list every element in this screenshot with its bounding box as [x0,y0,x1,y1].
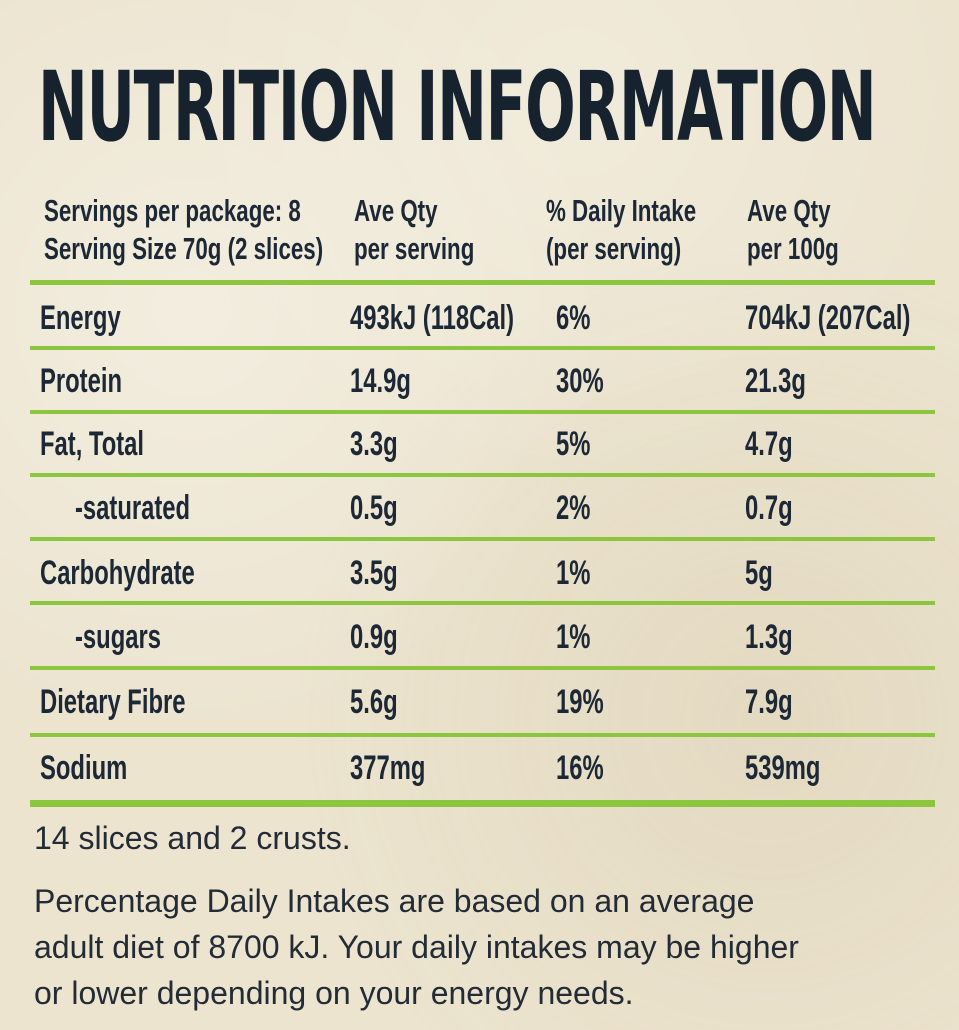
table-row: Dietary Fibre 5.6g 19% 7.9g [0,671,959,733]
table-header: Servings per package: 8 Serving Size 70g… [0,192,959,272]
serving-size: Serving Size 70g (2 slices) [44,231,324,266]
servings-per-package: Servings per package: 8 [44,193,301,228]
row-divider [30,537,935,541]
row-divider [30,666,935,670]
per-serving-value: 493kJ (118Cal) [350,299,515,337]
daily-intake-value: 16% [556,749,604,787]
nutrient-name: -saturated [75,489,191,527]
daily-intake-disclaimer: Percentage Daily Intakes are based on an… [34,878,934,1016]
table-row: Carbohydrate 3.5g 1% 5g [0,542,959,604]
table-row: Fat, Total 3.3g 5% 4.7g [0,413,959,475]
header-servings: Servings per package: 8 Serving Size 70g… [44,192,432,268]
disclaimer-line: adult diet of 8700 kJ. Your daily intake… [34,929,799,965]
row-divider [30,473,935,477]
daily-intake-value: 5% [556,425,591,463]
page-title: NUTRITION INFORMATION [38,51,877,163]
row-divider [30,733,935,737]
daily-intake-value: 19% [556,683,604,721]
per-100g-value: 539mg [745,749,821,787]
daily-intake-value: 1% [556,554,591,592]
per-100g-value: 1.3g [745,618,793,656]
disclaimer-line: Percentage Daily Intakes are based on an… [34,883,755,919]
per-serving-value: 3.3g [350,425,398,463]
per-serving-value: 0.5g [350,489,398,527]
header-daily-intake-line2: (per serving) [546,231,682,266]
per-serving-value: 0.9g [350,618,398,656]
per-serving-value: 5.6g [350,683,398,721]
table-row: Protein 14.9g 30% 21.3g [0,350,959,412]
nutrient-name: Fat, Total [40,425,145,463]
rule-header [30,280,935,285]
daily-intake-value: 2% [556,489,591,527]
table-row: Sodium 377mg 16% 539mg [0,737,959,799]
nutrient-name: -sugars [75,618,161,656]
daily-intake-value: 6% [556,299,591,337]
header-per-100g-line2: per 100g [747,231,839,266]
header-daily-intake-line1: % Daily Intake [546,193,697,228]
daily-intake-value: 30% [556,362,604,400]
per-100g-value: 0.7g [745,489,793,527]
per-100g-value: 704kJ (207Cal) [745,299,911,337]
per-100g-value: 7.9g [745,683,793,721]
row-divider [30,410,935,414]
nutrient-name: Carbohydrate [40,554,195,592]
daily-intake-value: 1% [556,618,591,656]
header-per-serving-line2: per serving [354,231,475,266]
per-serving-value: 14.9g [350,362,411,400]
header-daily-intake: % Daily Intake (per serving) [546,192,754,268]
header-per-100g: Ave Qty per 100g [747,192,875,268]
header-per-serving-line1: Ave Qty [354,193,438,228]
slices-note: 14 slices and 2 crusts. [34,820,351,856]
table-row: -saturated 0.5g 2% 0.7g [0,477,959,539]
per-100g-value: 4.7g [745,425,793,463]
header-per-serving: Ave Qty per serving [354,192,521,268]
nutrient-name: Dietary Fibre [40,683,186,721]
per-100g-value: 5g [745,554,773,592]
row-divider [30,346,935,350]
per-100g-value: 21.3g [745,362,806,400]
per-serving-value: 3.5g [350,554,398,592]
nutrient-name: Energy [40,299,121,337]
row-divider [30,601,935,605]
disclaimer-line: or lower depending on your energy needs. [34,975,634,1011]
table-row: -sugars 0.9g 1% 1.3g [0,606,959,668]
table-row: Energy 493kJ (118Cal) 6% 704kJ (207Cal) [0,287,959,349]
per-serving-value: 377mg [350,749,426,787]
nutrient-name: Sodium [40,749,128,787]
header-per-100g-line1: Ave Qty [747,193,831,228]
nutrient-name: Protein [40,362,122,400]
rule-footer [30,800,935,807]
